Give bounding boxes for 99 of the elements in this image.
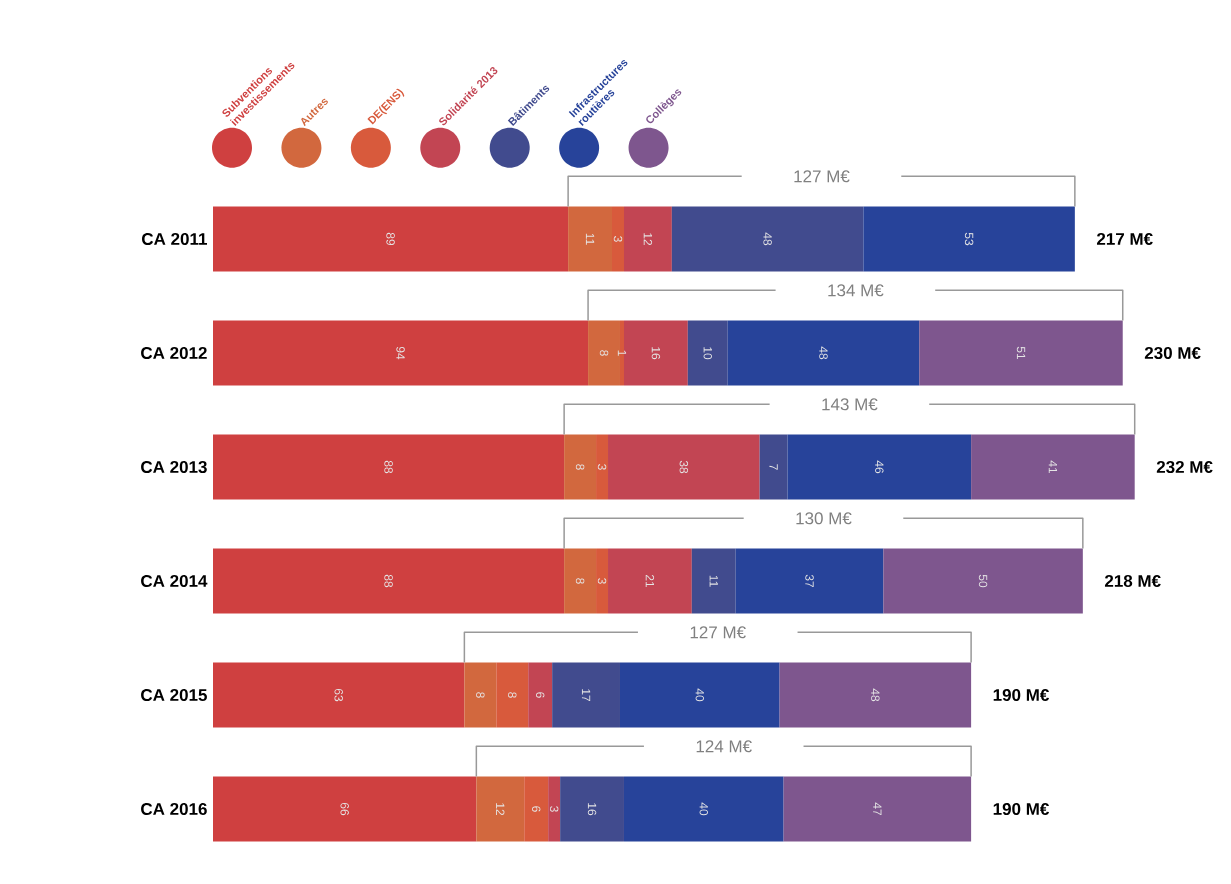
bar	[779, 662, 972, 728]
data-label: 63	[334, 688, 343, 702]
annotation: 130 M€	[796, 512, 852, 525]
data-label: 94	[396, 346, 405, 360]
bar	[213, 776, 477, 842]
data-label: 12	[643, 233, 653, 246]
data-label: 48	[871, 688, 880, 702]
data-label: 38	[679, 460, 689, 474]
data-label: 48	[819, 346, 828, 360]
data-label: 8	[575, 578, 585, 584]
data-label: 50	[978, 574, 988, 588]
data-label: 3	[597, 464, 607, 470]
data-label: 40	[695, 688, 705, 702]
total-label: 232 M€	[1156, 460, 1213, 474]
data-label: 8	[476, 692, 485, 698]
bar	[560, 776, 624, 842]
bar	[213, 434, 565, 500]
bar	[863, 206, 1075, 272]
data-label: 11	[585, 233, 595, 245]
bar	[883, 548, 1083, 614]
bar	[608, 548, 692, 614]
bar	[623, 776, 784, 842]
data-label: 11	[709, 575, 718, 587]
total-label: 190 M€	[993, 688, 1050, 702]
bar	[623, 206, 672, 272]
bar	[671, 206, 864, 272]
bar	[213, 320, 589, 386]
bar	[596, 548, 609, 614]
bar	[787, 434, 972, 500]
data-label: 48	[763, 232, 772, 246]
y-tick-label: CA 2011	[142, 232, 207, 246]
data-label: 46	[875, 460, 884, 474]
data-label: 3	[549, 806, 559, 812]
data-label: 8	[575, 464, 585, 470]
bar	[759, 434, 788, 500]
data-label: 40	[699, 802, 709, 816]
bar	[727, 320, 920, 386]
bar	[619, 320, 624, 386]
bar	[496, 662, 529, 728]
total-label: 230 M€	[1144, 346, 1201, 360]
bar	[564, 548, 597, 614]
data-label: 66	[340, 802, 349, 816]
bar	[213, 206, 569, 272]
annotation: 127 M€	[690, 626, 746, 639]
total-label: 218 M€	[1104, 574, 1161, 588]
bar	[524, 776, 549, 842]
bar	[548, 776, 561, 842]
y-tick-label: CA 2015	[141, 688, 207, 702]
y-tick-label: CA 2013	[141, 460, 207, 474]
bar	[919, 320, 1123, 386]
bar	[619, 662, 780, 728]
data-label: 8	[508, 692, 517, 698]
bar	[564, 434, 597, 500]
data-label: 88	[384, 574, 393, 588]
data-label: 12	[496, 803, 505, 816]
bar	[971, 434, 1135, 500]
bar	[612, 206, 624, 272]
bar	[596, 434, 609, 500]
data-label: 51	[1016, 346, 1026, 360]
data-label: 16	[651, 347, 661, 360]
data-label: 88	[384, 460, 393, 474]
bar	[213, 662, 465, 728]
data-label: 6	[535, 692, 545, 698]
bar	[552, 662, 620, 728]
data-label: 21	[645, 574, 655, 588]
bar	[213, 548, 565, 614]
data-label: 10	[703, 347, 713, 360]
data-label: 16	[587, 803, 597, 816]
y-tick-label: CA 2016	[141, 802, 207, 816]
data-label: 47	[873, 802, 882, 816]
bar	[687, 320, 728, 386]
annotation: 124 M€	[696, 740, 752, 753]
y-tick-label: CA 2014	[141, 574, 208, 588]
bar	[608, 434, 760, 500]
bar	[783, 776, 972, 842]
data-label: 53	[964, 232, 974, 246]
bar	[691, 548, 736, 614]
data-label: 8	[599, 350, 609, 356]
data-label: 17	[581, 689, 591, 702]
bar	[735, 548, 884, 614]
bar	[476, 776, 525, 842]
y-tick-label: CA 2012	[141, 346, 207, 360]
data-label: 89	[386, 232, 395, 246]
total-label: 217 M€	[1096, 232, 1153, 246]
data-label: 7	[769, 464, 778, 470]
annotation: 143 M€	[822, 398, 878, 411]
data-label: 1	[617, 350, 627, 356]
bar	[568, 206, 613, 272]
annotation: 127 M€	[794, 170, 850, 183]
data-label: 3	[613, 236, 623, 242]
annotation: 134 M€	[828, 284, 884, 297]
bar	[528, 662, 553, 728]
data-label: 3	[597, 578, 607, 584]
bar	[588, 320, 620, 386]
data-label: 41	[1048, 460, 1058, 474]
bar	[464, 662, 497, 728]
data-label: 37	[805, 574, 814, 588]
total-label: 190 M€	[993, 802, 1050, 816]
data-label: 6	[531, 806, 541, 812]
